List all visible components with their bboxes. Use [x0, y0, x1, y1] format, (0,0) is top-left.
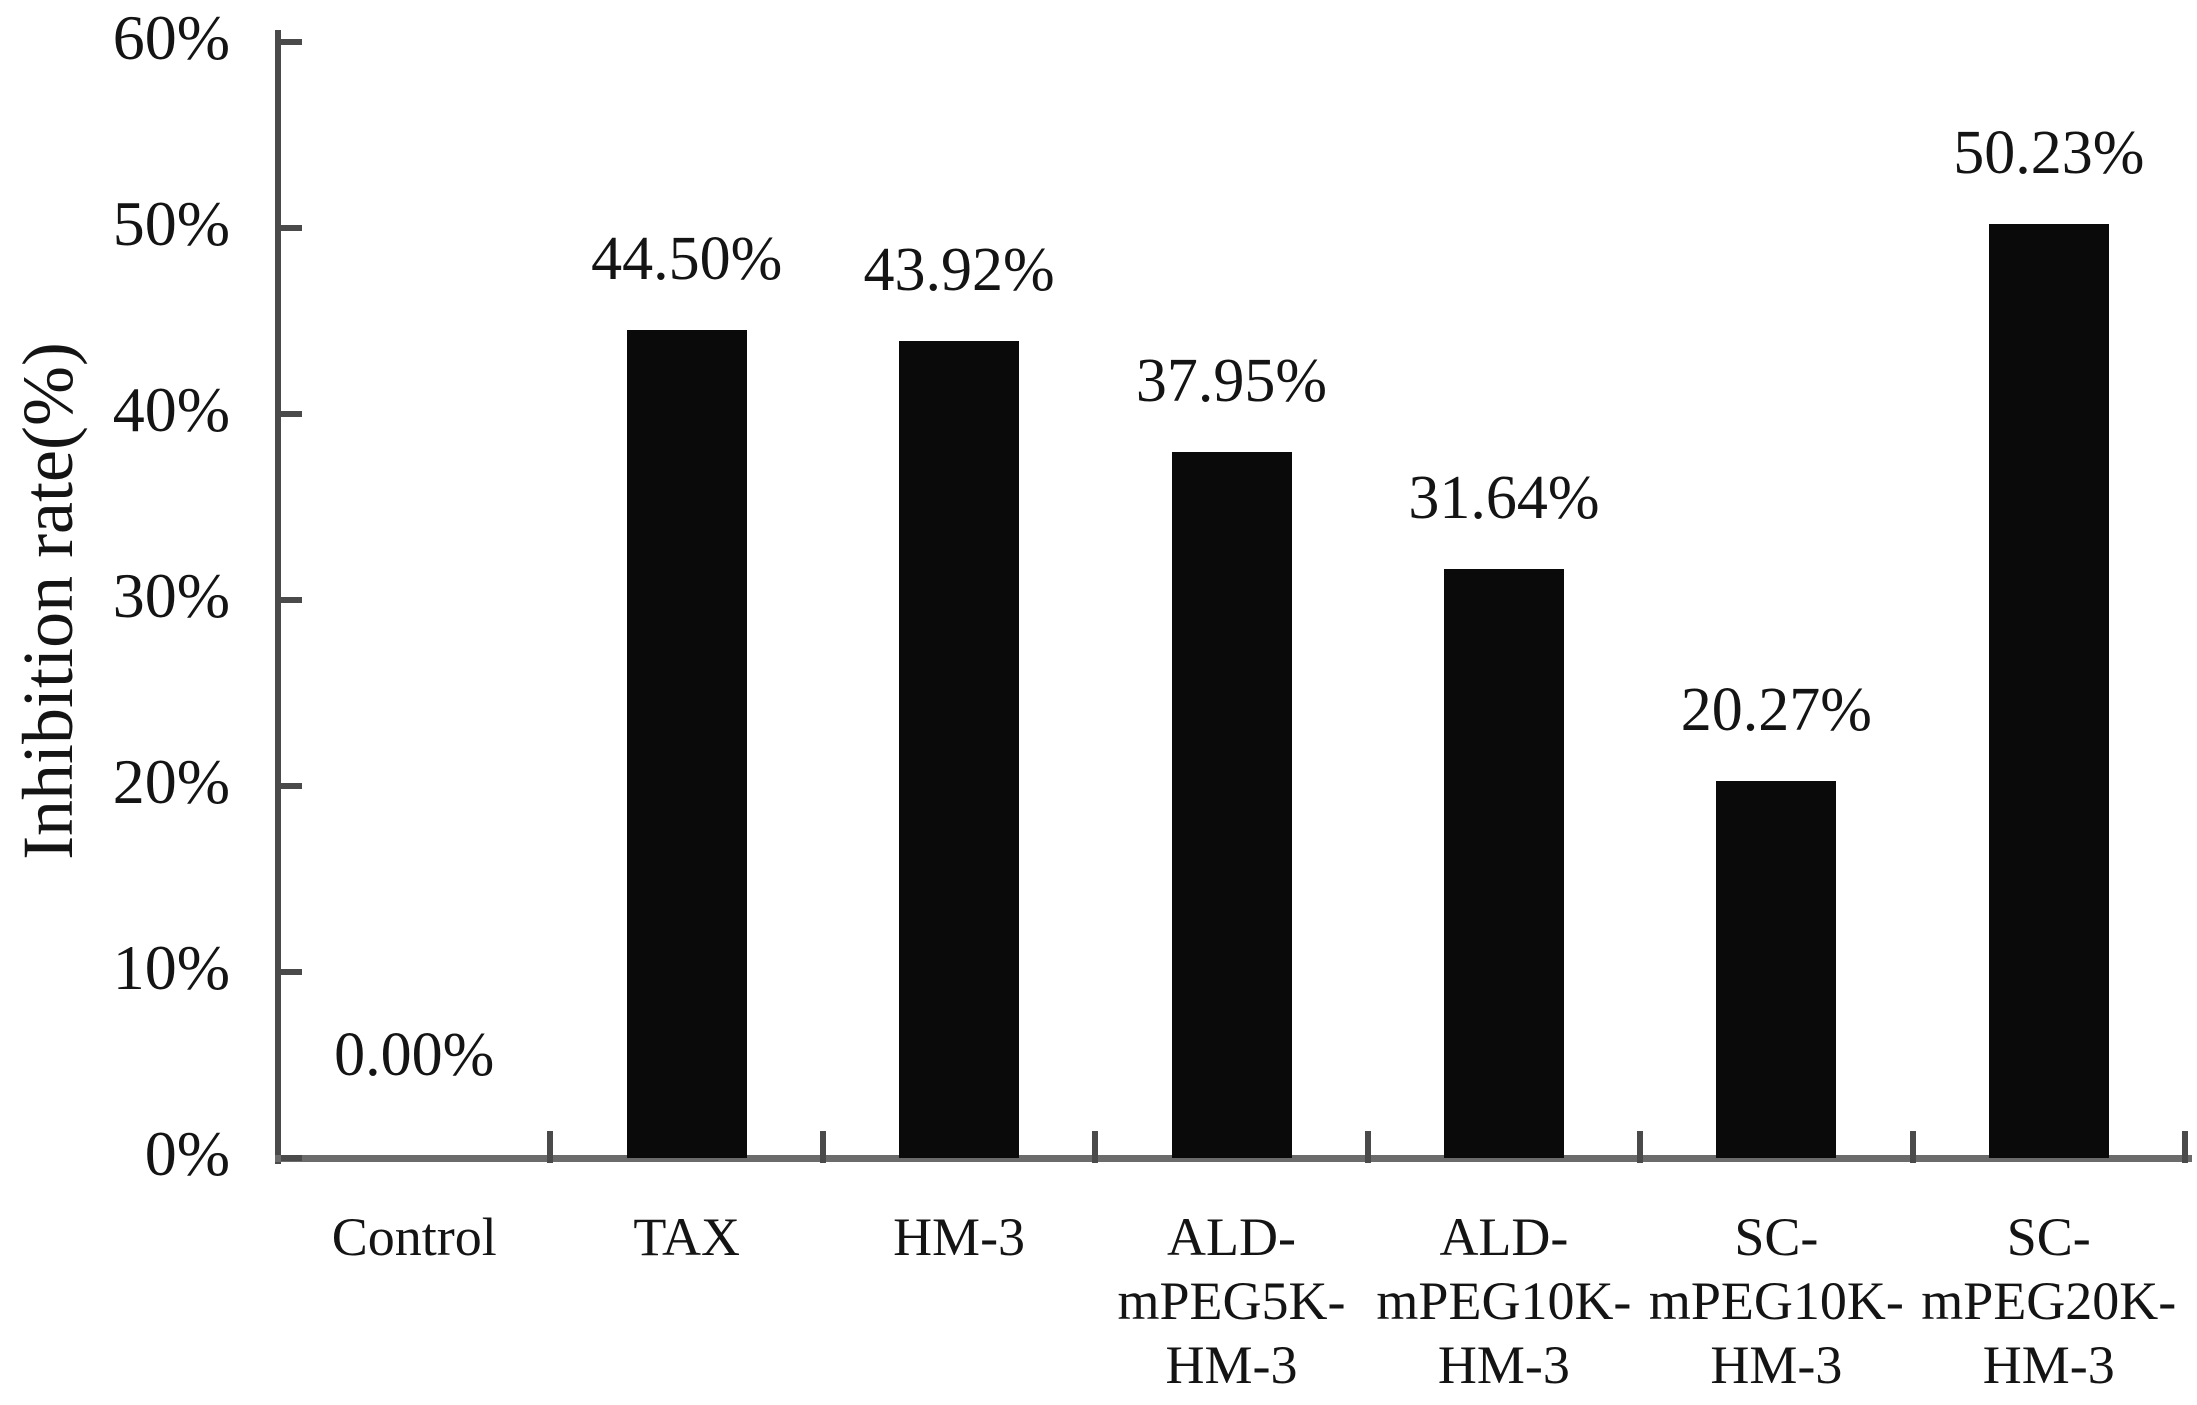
x-category-label: SC- mPEG10K- HM-3 — [1648, 1207, 1904, 1395]
bar-value-label: 31.64% — [1408, 464, 1600, 532]
y-axis-tick-label: 40% — [112, 374, 230, 445]
x-axis-tick — [1909, 1131, 1916, 1163]
y-axis-tick-label: 50% — [112, 188, 230, 259]
x-axis-tick — [2182, 1131, 2188, 1163]
y-axis-tick-label: 20% — [112, 746, 230, 817]
x-axis-tick — [1637, 1131, 1644, 1163]
bar-value-label: 44.50% — [591, 225, 783, 293]
bar — [626, 330, 747, 1158]
y-axis-tick — [281, 597, 302, 603]
bar — [1443, 569, 1564, 1158]
y-axis-tick — [281, 969, 302, 975]
bar-value-label: 0.00% — [334, 1021, 495, 1089]
x-category-label: ALD- mPEG5K- HM-3 — [1117, 1207, 1346, 1395]
bar-value-label: 20.27% — [1680, 676, 1872, 744]
bar-value-label: 50.23% — [1953, 119, 2145, 187]
bar — [899, 341, 1020, 1158]
y-axis-tick — [281, 225, 302, 231]
x-axis-tick — [1364, 1131, 1371, 1163]
x-axis-line — [275, 1155, 2192, 1162]
bar — [1988, 224, 2109, 1158]
y-axis-tick — [281, 783, 302, 789]
x-axis-tick — [1092, 1131, 1099, 1163]
y-axis-line — [275, 30, 281, 1164]
bar — [1716, 781, 1837, 1158]
x-category-label: SC- mPEG20K- HM-3 — [1921, 1207, 2177, 1395]
x-axis-tick — [819, 1131, 826, 1163]
x-category-label: ALD- mPEG10K- HM-3 — [1376, 1207, 1632, 1395]
y-axis-tick-label: 30% — [112, 560, 230, 631]
y-axis-tick — [281, 1155, 302, 1161]
x-axis-tick — [547, 1131, 554, 1163]
y-axis-tick-label: 10% — [112, 932, 230, 1003]
x-category-label: TAX — [633, 1207, 740, 1267]
x-category-label: HM-3 — [893, 1207, 1026, 1267]
bar-value-label: 43.92% — [863, 236, 1055, 304]
x-category-label: Control — [331, 1207, 497, 1267]
y-axis-tick-label: 60% — [112, 2, 230, 73]
bar — [1171, 452, 1292, 1158]
y-axis-tick — [281, 39, 302, 45]
bar-value-label: 37.95% — [1135, 347, 1328, 415]
y-axis-tick-label: 0% — [144, 1118, 230, 1189]
y-axis-tick — [281, 411, 302, 417]
